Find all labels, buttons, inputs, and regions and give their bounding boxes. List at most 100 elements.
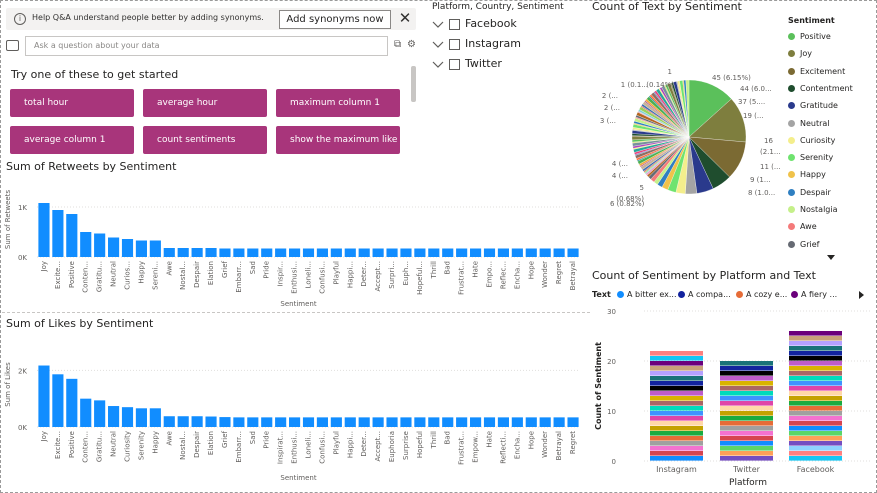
bar[interactable] (414, 248, 426, 258)
stacked-segment[interactable] (789, 446, 842, 451)
bar[interactable] (177, 416, 189, 427)
bar[interactable] (428, 248, 440, 258)
bar[interactable] (400, 417, 412, 427)
stacked-segment[interactable] (789, 401, 842, 406)
stacked-segment[interactable] (720, 381, 773, 386)
stacked-segment[interactable] (650, 386, 703, 391)
gear-icon[interactable]: ⚙ (407, 39, 416, 50)
bar[interactable] (233, 417, 245, 427)
bar[interactable] (302, 417, 315, 427)
stacked-segment[interactable] (789, 411, 842, 416)
bar[interactable] (289, 248, 301, 258)
stacked-segment[interactable] (789, 341, 842, 346)
bar[interactable] (414, 417, 426, 427)
stacked-segment[interactable] (650, 366, 703, 371)
stacked-segment[interactable] (720, 441, 773, 446)
bar[interactable] (275, 248, 287, 258)
bar[interactable] (372, 248, 384, 258)
bar[interactable] (553, 248, 565, 258)
bar[interactable] (358, 248, 370, 258)
stacked-segment[interactable] (650, 401, 703, 406)
bar[interactable] (66, 378, 78, 427)
bar[interactable] (163, 416, 175, 427)
bar[interactable] (108, 406, 120, 427)
bar[interactable] (205, 248, 217, 257)
bar[interactable] (372, 417, 384, 427)
legend-scroll-down-icon[interactable] (827, 255, 835, 261)
stacked-segment[interactable] (720, 421, 773, 426)
bar[interactable] (539, 417, 551, 427)
qa-suggestion[interactable]: maximum column 1 (276, 89, 400, 117)
bar[interactable] (38, 365, 50, 427)
stacked-segment[interactable] (650, 441, 703, 446)
stacked-segment[interactable] (650, 446, 703, 451)
stacked-segment[interactable] (720, 396, 773, 401)
bar[interactable] (121, 407, 134, 427)
bar[interactable] (539, 248, 551, 258)
bar[interactable] (316, 417, 328, 427)
bar[interactable] (135, 408, 147, 427)
bar[interactable] (483, 248, 496, 258)
stacked-segment[interactable] (720, 456, 773, 461)
bar[interactable] (149, 240, 161, 258)
stacked-legend-item[interactable]: A fiery ... (791, 289, 837, 301)
bar[interactable] (289, 417, 301, 427)
stacked-segment[interactable] (650, 426, 703, 431)
bar[interactable] (567, 248, 579, 258)
bar[interactable] (358, 417, 370, 427)
bar[interactable] (525, 248, 537, 258)
stacked-segment[interactable] (650, 451, 703, 456)
bar[interactable] (386, 417, 398, 427)
bar[interactable] (400, 248, 412, 258)
stacked-segment[interactable] (720, 446, 773, 451)
stacked-segment[interactable] (650, 356, 703, 361)
stacked-segment[interactable] (789, 371, 842, 376)
stacked-segment[interactable] (789, 456, 842, 461)
convert-visual-icon[interactable]: ⧉ (394, 39, 402, 50)
stacked-segment[interactable] (650, 416, 703, 421)
stacked-segment[interactable] (720, 451, 773, 456)
bar[interactable] (553, 417, 565, 427)
bar[interactable] (261, 417, 273, 427)
sentiment-by-platform-stacked-chart[interactable]: 0 10 20 30 Count of Sentiment Instagram Twitte… (590, 300, 877, 490)
bar[interactable] (456, 248, 468, 258)
stacked-segment[interactable] (650, 361, 703, 366)
stacked-segment[interactable] (650, 431, 703, 436)
bar[interactable] (38, 203, 50, 257)
bar[interactable] (108, 237, 120, 258)
bar[interactable] (497, 248, 509, 258)
slicer-checkbox[interactable] (449, 39, 460, 50)
bar[interactable] (219, 248, 231, 258)
qa-suggestion[interactable]: count sentiments (143, 126, 267, 154)
stacked-segment[interactable] (789, 386, 842, 391)
bar[interactable] (247, 417, 259, 427)
bar[interactable] (511, 417, 523, 427)
bar[interactable] (567, 417, 579, 427)
stacked-segment[interactable] (650, 371, 703, 376)
stacked-segment[interactable] (720, 436, 773, 441)
chevron-down-icon[interactable] (432, 39, 444, 51)
stacked-segment[interactable] (650, 456, 703, 461)
stacked-segment[interactable] (789, 451, 842, 456)
stacked-segment[interactable] (789, 436, 842, 441)
stacked-segment[interactable] (789, 356, 842, 361)
legend-next-icon[interactable] (859, 291, 865, 299)
bar[interactable] (511, 248, 523, 258)
stacked-segment[interactable] (650, 411, 703, 416)
pie-slice[interactable] (685, 79, 690, 138)
stacked-segment[interactable] (789, 426, 842, 431)
bar[interactable] (386, 248, 398, 258)
bar[interactable] (177, 248, 189, 257)
stacked-segment[interactable] (789, 421, 842, 426)
stacked-segment[interactable] (720, 371, 773, 376)
qa-suggestion[interactable]: average hour (143, 89, 267, 117)
qa-suggestion[interactable]: total hour (10, 89, 134, 117)
stacked-segment[interactable] (789, 361, 842, 366)
stacked-segment[interactable] (720, 366, 773, 371)
stacked-segment[interactable] (720, 386, 773, 391)
slicer-checkbox[interactable] (449, 59, 460, 70)
bar[interactable] (94, 233, 106, 258)
bar[interactable] (428, 417, 440, 427)
chevron-down-icon[interactable] (432, 59, 444, 71)
bar[interactable] (442, 248, 454, 258)
